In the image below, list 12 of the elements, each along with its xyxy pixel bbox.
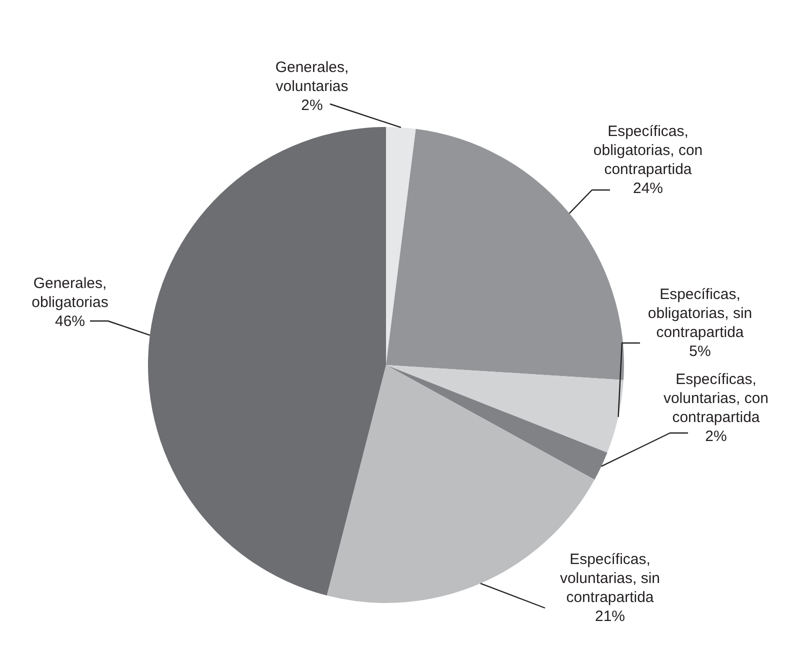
slice-label: Generales, obligatorias [32, 275, 108, 311]
data-label: 21% [594, 608, 626, 625]
slice-label: Específicas, obligatorias, sin contrapartida [648, 286, 752, 341]
data-label: 24% [632, 180, 664, 197]
data-label: 2% [301, 97, 323, 114]
data-label: 5% [689, 343, 711, 360]
slice-label: Específicas, voluntarias, con contrapartida [663, 371, 769, 426]
data-label: 46% [54, 313, 86, 330]
slice-label: Específicas, voluntarias, sin contrapartida [560, 551, 660, 606]
data-label: 2% [705, 428, 727, 445]
slice-label: Específicas, obligatorias, con contrapartida [593, 123, 703, 178]
slice-label: Generales, voluntarias [275, 59, 349, 95]
